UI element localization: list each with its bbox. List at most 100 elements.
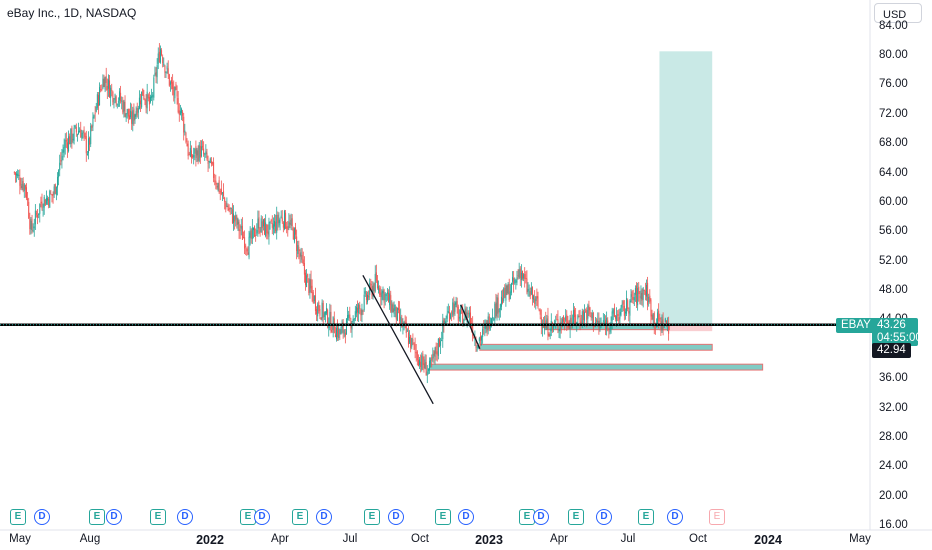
candle-body: [428, 360, 430, 371]
candle-body: [223, 191, 225, 196]
candle-body: [597, 320, 599, 325]
candle-body: [246, 248, 248, 252]
candle-body: [362, 310, 364, 312]
earnings-icon[interactable]: E: [292, 509, 308, 525]
earnings-icon[interactable]: E: [364, 509, 380, 525]
earnings-icon[interactable]: E: [435, 509, 451, 525]
candle-body: [626, 298, 628, 314]
candle-body: [309, 279, 311, 293]
dividend-icon[interactable]: D: [316, 509, 332, 525]
candle-body: [136, 108, 138, 116]
candle-body: [39, 204, 41, 214]
candle-body: [257, 218, 259, 229]
candle-body: [307, 273, 309, 278]
candle-body: [203, 148, 205, 155]
dividend-icon[interactable]: D: [458, 509, 474, 525]
dividend-icon[interactable]: D: [106, 509, 122, 525]
candle-body: [303, 263, 305, 275]
candle-body: [135, 110, 137, 117]
candle-body: [518, 269, 520, 278]
candle-body: [396, 307, 398, 321]
candle-body: [266, 224, 268, 234]
price-tick-label: 72.00: [879, 107, 908, 120]
candle-body: [216, 186, 218, 188]
currency-button[interactable]: USD: [874, 3, 922, 23]
candle-body: [503, 288, 505, 302]
candle-body: [224, 197, 226, 202]
candle-body: [123, 101, 125, 112]
candle-body: [608, 328, 610, 331]
dividend-icon[interactable]: D: [596, 509, 612, 525]
candle-body: [32, 229, 34, 232]
candle-body: [561, 318, 563, 325]
candle-body: [479, 336, 481, 341]
dividend-icon[interactable]: D: [254, 509, 270, 525]
candle-body: [659, 318, 661, 320]
earnings-icon[interactable]: E: [89, 509, 105, 525]
candle-body: [420, 361, 422, 368]
time-tick-label: 2024: [754, 533, 782, 547]
earnings-icon[interactable]: E: [10, 509, 26, 525]
dividend-icon[interactable]: D: [667, 509, 683, 525]
earnings-icon[interactable]: E: [150, 509, 166, 525]
candle-body: [48, 198, 50, 206]
dividend-icon[interactable]: D: [388, 509, 404, 525]
candle-body: [391, 304, 393, 313]
candle-body: [103, 78, 105, 88]
trend-line[interactable]: [362, 275, 434, 405]
candle-body: [186, 143, 188, 147]
candle-body: [50, 193, 52, 195]
price-tick-label: 36.00: [879, 372, 908, 385]
candle-body: [663, 324, 665, 328]
candle-body: [352, 318, 354, 322]
time-tick-label: Aug: [79, 533, 101, 545]
candle-body: [509, 291, 511, 299]
candle-body: [296, 236, 298, 252]
bar-countdown: 04:55:00: [877, 332, 922, 344]
candle-body: [623, 305, 625, 316]
dividend-icon[interactable]: D: [533, 509, 549, 525]
candle-body: [379, 288, 381, 296]
candle-body: [265, 222, 267, 237]
candle-body: [566, 314, 568, 326]
earnings-icon[interactable]: E: [709, 509, 725, 525]
candle-body: [130, 110, 132, 118]
candle-body: [565, 316, 567, 321]
zone-support-2[interactable]: [479, 343, 713, 351]
candle-body: [80, 129, 82, 138]
candle-body: [196, 149, 198, 156]
candle-body: [302, 259, 304, 264]
candle-body: [641, 292, 643, 301]
candle-body: [643, 289, 645, 292]
zone-target[interactable]: [659, 51, 713, 325]
candle-body: [56, 176, 58, 188]
candle-body: [319, 309, 321, 316]
earnings-icon[interactable]: E: [638, 509, 654, 525]
candle-body: [366, 294, 368, 303]
candle-body: [91, 125, 93, 128]
candle-body: [452, 302, 454, 316]
candle-body: [230, 207, 232, 209]
earnings-icon[interactable]: E: [568, 509, 584, 525]
candle-body: [465, 308, 467, 320]
candle-body: [500, 296, 502, 307]
candle-body: [475, 340, 477, 349]
dividend-icon[interactable]: D: [34, 509, 50, 525]
candle-body: [602, 320, 604, 323]
candle-body: [95, 106, 97, 112]
candle-body: [199, 145, 201, 158]
trend-line[interactable]: [460, 304, 481, 350]
dividend-icon[interactable]: D: [177, 509, 193, 525]
candle-body: [581, 311, 583, 325]
zone-stop[interactable]: [659, 324, 713, 332]
candle-body: [144, 99, 146, 101]
zone-support-3[interactable]: [428, 363, 764, 371]
candle-body: [260, 218, 262, 233]
candle-body: [437, 338, 439, 356]
candle-body: [38, 213, 40, 215]
candle-body: [583, 312, 585, 321]
candle-body: [523, 274, 525, 279]
candle-body: [66, 142, 68, 150]
candle-body: [441, 340, 443, 342]
